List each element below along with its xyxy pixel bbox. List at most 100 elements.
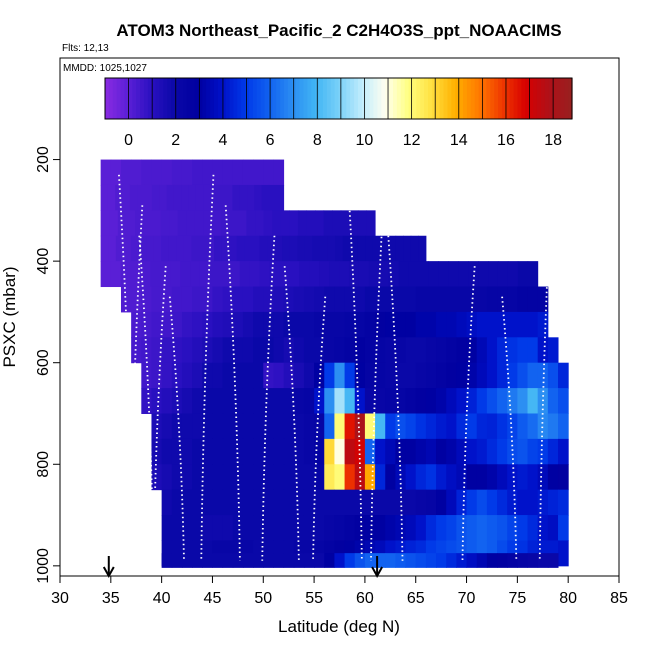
heatmap-cell xyxy=(385,489,396,516)
heatmap-cell xyxy=(151,337,163,364)
flights-label: Flts: 12,13 xyxy=(62,43,109,54)
heatmap-cell xyxy=(415,362,427,389)
heatmap-cell xyxy=(415,286,427,313)
colorbar-swatch xyxy=(498,78,503,119)
heatmap-cell xyxy=(259,235,268,262)
heatmap-cell xyxy=(129,184,138,211)
heatmap-cell xyxy=(456,515,468,541)
heatmap-cell xyxy=(249,261,261,288)
colorbar-tick-label: 16 xyxy=(497,132,515,149)
heatmap-cell xyxy=(314,413,325,440)
colorbar-swatch xyxy=(128,78,133,119)
x-tick-label: 60 xyxy=(356,590,374,607)
heatmap-cell xyxy=(222,286,234,313)
heatmap-cell xyxy=(161,438,173,465)
colorbar-swatch xyxy=(198,78,203,119)
colorbar-swatch xyxy=(381,78,386,119)
heatmap-cell xyxy=(375,286,386,313)
heatmap-cell xyxy=(527,388,539,414)
heatmap-cell xyxy=(537,413,549,440)
heatmap-cell xyxy=(497,286,508,313)
x-tick-label: 45 xyxy=(204,590,222,607)
heatmap-cell xyxy=(324,413,335,440)
heatmap-cell xyxy=(340,210,350,237)
heatmap-cell xyxy=(161,159,173,186)
heatmap-cell xyxy=(267,235,276,262)
heatmap-cell xyxy=(273,413,285,440)
heatmap-cell xyxy=(144,184,153,211)
heatmap-cell xyxy=(398,261,410,288)
colorbar-swatch xyxy=(400,78,406,119)
heatmap-cell xyxy=(466,553,478,568)
heatmap-cell xyxy=(159,184,168,211)
colorbar-swatch xyxy=(396,78,402,119)
heatmap-cell xyxy=(335,235,344,262)
colorbar-swatch xyxy=(505,78,511,119)
heatmap-cell xyxy=(436,438,447,465)
heatmap-cell xyxy=(161,235,170,262)
heatmap-cell xyxy=(436,553,447,568)
heatmap-cell xyxy=(436,464,447,491)
heatmap-cell xyxy=(151,413,163,440)
heatmap-cell xyxy=(181,515,193,541)
colorbar-swatch xyxy=(272,78,277,119)
heatmap-cell xyxy=(357,235,366,262)
colorbar-swatch xyxy=(124,78,129,119)
heatmap-cell xyxy=(222,337,234,364)
heatmap-cell xyxy=(456,489,468,516)
heatmap-cell xyxy=(263,413,274,440)
heatmap-cell xyxy=(203,184,211,211)
heatmap-cell xyxy=(110,159,122,186)
heatmap-cell xyxy=(527,337,539,364)
heatmap-cell xyxy=(517,515,529,541)
heatmap-cell xyxy=(253,515,264,541)
heatmap-cell xyxy=(527,515,539,541)
heatmap-cell xyxy=(319,261,330,288)
heatmap-cell xyxy=(476,388,488,414)
colorbar-swatch xyxy=(163,78,168,119)
heatmap-cell xyxy=(558,362,569,389)
colorbar-swatch xyxy=(120,78,126,119)
heatmap-cell xyxy=(171,337,183,364)
heatmap-cell xyxy=(344,311,356,338)
colorbar-swatch xyxy=(490,78,495,119)
heatmap-cell xyxy=(192,464,203,491)
heatmap-cell xyxy=(171,413,183,440)
heatmap-cell xyxy=(255,210,265,237)
heatmap-cell xyxy=(214,235,223,262)
colorbar-swatch xyxy=(404,78,410,119)
heatmap-cell xyxy=(263,159,274,186)
x-tick-label: 40 xyxy=(153,590,171,607)
heatmap-cell xyxy=(202,362,213,389)
colorbar-swatch xyxy=(206,78,211,119)
heatmap-cell xyxy=(385,337,396,364)
colorbar-tick-label: 10 xyxy=(356,132,374,149)
flight-track xyxy=(261,235,276,561)
y-tick-label: 200 xyxy=(35,146,52,173)
heatmap-cell xyxy=(283,438,295,465)
heatmap-cell xyxy=(212,362,224,389)
heatmap-cell xyxy=(279,261,290,288)
colorbar-swatch xyxy=(280,78,285,119)
heatmap-cell xyxy=(334,438,346,465)
colorbar-swatch xyxy=(229,78,235,119)
colorbar-swatch xyxy=(326,78,332,119)
heatmap-cell xyxy=(486,489,498,516)
colorbar-swatch xyxy=(268,78,273,119)
heatmap-cell xyxy=(334,413,346,440)
colorbar-swatch xyxy=(556,78,561,119)
colorbar-swatch xyxy=(509,78,515,119)
heatmap-cell xyxy=(466,286,478,313)
heatmap-cell xyxy=(446,515,457,541)
heatmap-cell xyxy=(222,553,234,568)
heatmap-cell xyxy=(274,235,283,262)
heatmap-cell xyxy=(334,464,346,491)
heatmap-cell xyxy=(232,311,244,338)
heatmap-cell xyxy=(385,413,396,440)
colorbar-swatch xyxy=(178,78,184,119)
heatmap-cell xyxy=(366,210,376,237)
x-tick-label: 85 xyxy=(610,590,628,607)
heatmap-cell xyxy=(140,261,151,288)
heatmap-cell xyxy=(183,235,192,262)
heatmap-cell xyxy=(476,489,488,516)
